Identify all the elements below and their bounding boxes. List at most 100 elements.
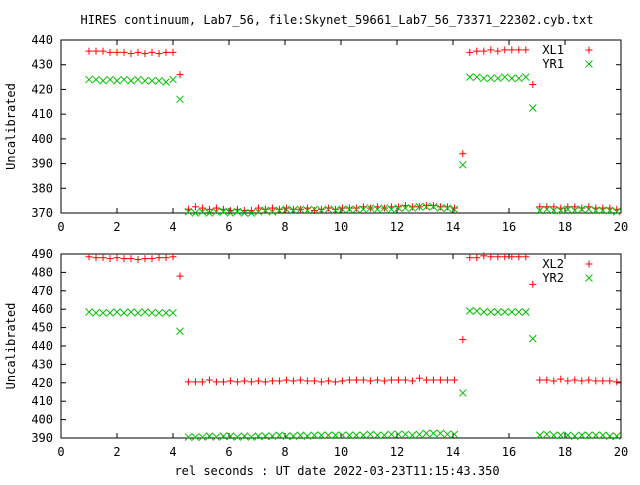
plot-panel-bottom: 0 2 4 6 8 10 12 14 16 18 20 390 400 410 420 430 440 450 46… [4, 247, 628, 459]
data-point [450, 204, 458, 212]
data-point [352, 376, 360, 384]
data-point [436, 429, 445, 438]
data-point [282, 205, 291, 214]
legend-marker [585, 46, 593, 54]
data-point [394, 430, 403, 439]
data-point [507, 308, 516, 316]
data-point [141, 76, 149, 85]
data-point [99, 76, 107, 85]
data-point [226, 432, 235, 441]
data-point [268, 377, 276, 385]
data-point [99, 47, 107, 55]
legend-label: YR2 [542, 271, 564, 285]
data-point [226, 377, 234, 385]
data-point [148, 309, 156, 317]
data-point [310, 207, 318, 215]
data-point [535, 431, 544, 440]
y-tick-label: 430 [31, 357, 53, 371]
x-tick-label: 0 [57, 445, 64, 459]
data-point [338, 377, 346, 385]
data-point [494, 47, 502, 55]
data-point [169, 75, 177, 84]
x-axis-label: rel seconds : UT date 2022-03-23T11:15:4… [174, 464, 499, 478]
data-point [493, 74, 502, 83]
data-point [450, 376, 458, 384]
data-point [289, 205, 297, 213]
data-point [494, 253, 502, 261]
data-point [401, 430, 410, 439]
y-tick-label: 490 [31, 247, 53, 261]
data-point [345, 431, 354, 440]
data-point [577, 431, 586, 440]
data-point [500, 308, 509, 316]
data-point [514, 308, 523, 316]
data-point [487, 46, 495, 54]
y-tick-label: 420 [31, 376, 53, 390]
y-tick-label: 370 [31, 206, 53, 220]
data-point [127, 255, 135, 263]
data-point [578, 204, 586, 212]
data-point [613, 378, 621, 386]
y-tick-label: 400 [31, 413, 53, 427]
x-tick-label: 20 [614, 445, 628, 459]
data-point [113, 48, 121, 56]
data-point [443, 203, 451, 211]
data-point [261, 432, 270, 441]
data-point [205, 209, 214, 217]
data-point [415, 430, 424, 439]
data-point [422, 376, 430, 384]
data-point [487, 253, 495, 261]
data-point [212, 433, 221, 441]
data-point [529, 280, 537, 288]
x-tick-label: 10 [334, 445, 348, 459]
x-tick-label: 8 [281, 445, 288, 459]
data-point [92, 47, 100, 55]
data-point [191, 209, 200, 217]
data-point [422, 429, 431, 438]
data-point [429, 202, 437, 210]
data-point [408, 203, 416, 211]
x-tick-label: 2 [113, 445, 120, 459]
data-point [282, 204, 290, 212]
data-point [408, 204, 417, 212]
data-point [466, 254, 474, 262]
data-point [459, 150, 467, 158]
data-point [254, 204, 262, 212]
data-point [233, 378, 241, 386]
data-point [134, 256, 142, 264]
data-point [303, 377, 311, 385]
data-point [387, 205, 396, 214]
series-XL2 [85, 252, 621, 386]
x-tick-label: 10 [334, 220, 348, 234]
data-point [571, 376, 579, 384]
data-point [99, 254, 107, 262]
data-point [127, 50, 135, 58]
data-point [415, 374, 423, 382]
data-point [120, 75, 128, 84]
data-point [599, 377, 607, 385]
data-point [317, 205, 325, 213]
y-tick-label: 400 [31, 132, 53, 146]
data-point [571, 203, 579, 211]
data-point [359, 431, 368, 440]
data-point [606, 377, 614, 385]
data-point [155, 76, 163, 85]
data-point [324, 204, 332, 212]
data-point [106, 75, 114, 84]
data-point [429, 429, 438, 438]
data-point [268, 204, 276, 212]
x-tick-label: 4 [169, 220, 176, 234]
data-point [465, 73, 474, 81]
x-tick-label: 18 [558, 445, 572, 459]
x-tick-label: 2 [113, 220, 120, 234]
data-point [550, 377, 558, 385]
data-point [550, 203, 558, 211]
data-point [317, 206, 326, 215]
data-point [577, 205, 586, 214]
data-point [359, 376, 367, 384]
data-point [191, 433, 200, 441]
data-point [557, 375, 565, 383]
x-tick-label: 14 [446, 220, 460, 234]
data-point [529, 80, 537, 88]
